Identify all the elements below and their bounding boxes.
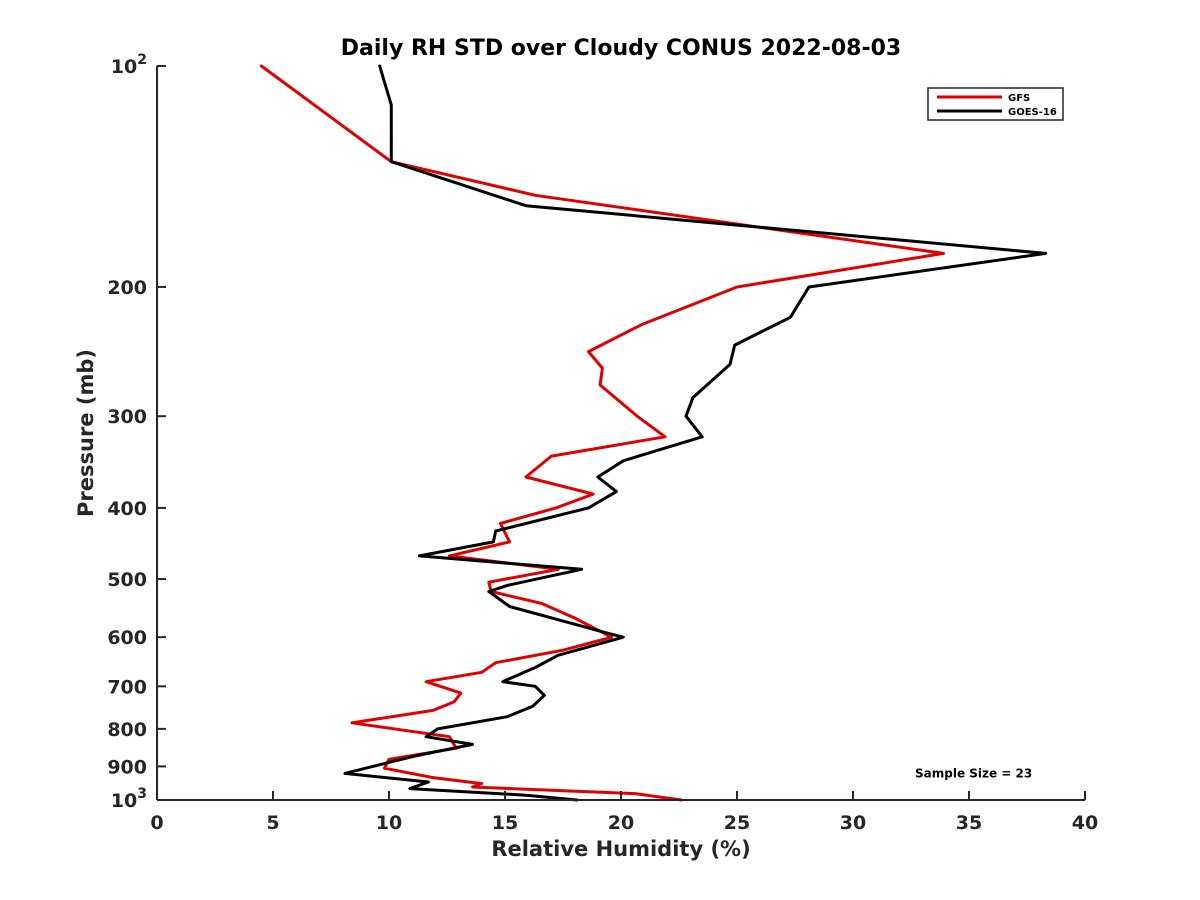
y-axis-ticks: 102 200 300 400 500 600 700 800 900 103 [107, 52, 166, 812]
x-axis-label: Relative Humidity (%) [491, 837, 750, 861]
x-tick-label: 15 [492, 812, 518, 834]
annotations: Sample Size = 23 [915, 766, 1032, 780]
y-tick-label: 700 [107, 676, 147, 698]
legend-items: GFS GOES-16 [937, 93, 1057, 118]
y-tick-label: 900 [107, 756, 147, 778]
x-tick-label: 35 [956, 812, 982, 834]
y-tick-label: 600 [107, 627, 147, 649]
x-tick-label: 5 [266, 812, 279, 834]
chart-title: Daily RH STD over Cloudy CONUS 2022-08-0… [341, 36, 901, 61]
y-tick-label: 400 [107, 498, 147, 520]
x-axis-ticks: 0 5 10 15 20 25 30 35 40 [150, 791, 1098, 834]
annotation-sample-size: Sample Size = 23 [915, 766, 1032, 780]
x-tick-label: 30 [840, 812, 866, 834]
x-tick-label: 20 [608, 812, 634, 834]
series-lines [259, 64, 1048, 802]
x-tick-label: 0 [150, 812, 163, 834]
y-tick-label: 102 [111, 52, 147, 78]
y-tick-label: 300 [107, 406, 147, 428]
y-tick-label: 103 [111, 786, 147, 812]
y-tick-label: 800 [107, 719, 147, 741]
x-tick-label: 40 [1072, 812, 1098, 834]
x-tick-label: 10 [376, 812, 402, 834]
y-axis-label: Pressure (mb) [74, 349, 98, 517]
y-tick-label: 200 [107, 277, 147, 299]
y-tick-label: 500 [107, 569, 147, 591]
legend-label-gfs: GFS [1008, 93, 1030, 104]
legend-label-goes-16: GOES-16 [1008, 107, 1057, 118]
plot-area: 0 5 10 15 20 25 30 35 40 102 200 300 400 500 600 700 80… [107, 52, 1098, 834]
legend-box [927, 87, 1064, 121]
series-line-goes-16 [343, 64, 1048, 802]
x-tick-label: 25 [724, 812, 750, 834]
legend: GFS GOES-16 [927, 87, 1064, 121]
